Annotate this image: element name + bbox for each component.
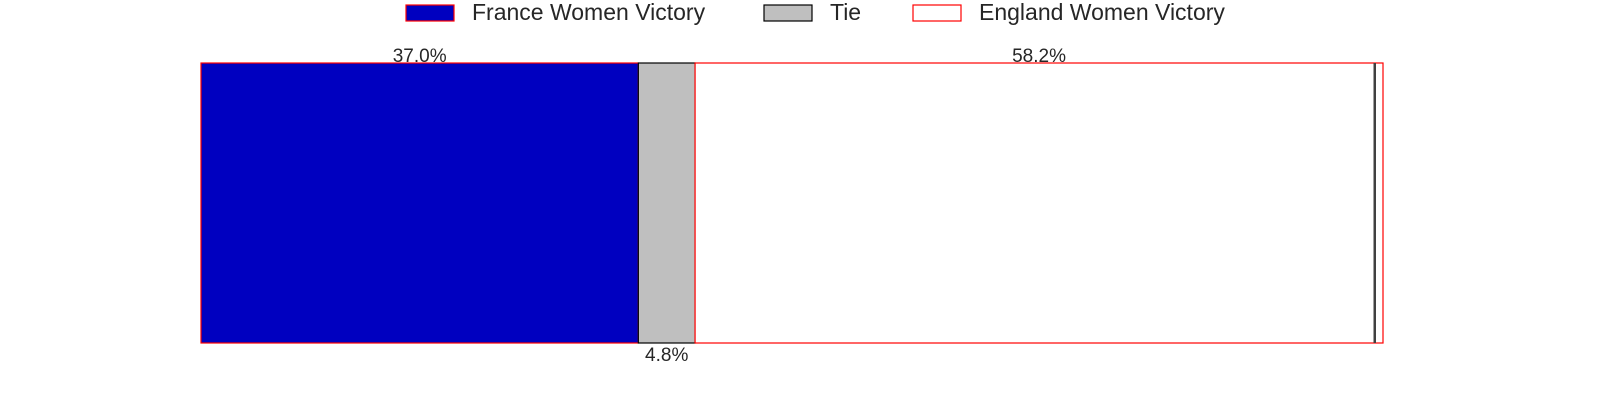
legend-label-france: France Women Victory bbox=[472, 0, 706, 25]
legend-swatch-england bbox=[912, 4, 962, 22]
legend-label-tie: Tie bbox=[830, 0, 861, 25]
plot-area: 37.0% 4.8% 58.2% bbox=[200, 46, 1384, 366]
edge-marker bbox=[1373, 63, 1376, 343]
legend-swatch-france bbox=[405, 4, 455, 22]
bar-segment-tie bbox=[637, 62, 696, 344]
bar-segment-england-victory bbox=[694, 62, 1384, 344]
legend: France Women Victory Tie England Women V… bbox=[405, 0, 1225, 25]
bar-segment-france-victory bbox=[200, 62, 639, 344]
value-label-tie: 4.8% bbox=[645, 345, 688, 366]
legend-label-england: England Women Victory bbox=[979, 0, 1225, 25]
value-label-england-victory: 58.2% bbox=[1012, 46, 1066, 67]
value-label-france-victory: 37.0% bbox=[393, 46, 447, 67]
legend-swatch-tie bbox=[763, 4, 813, 22]
